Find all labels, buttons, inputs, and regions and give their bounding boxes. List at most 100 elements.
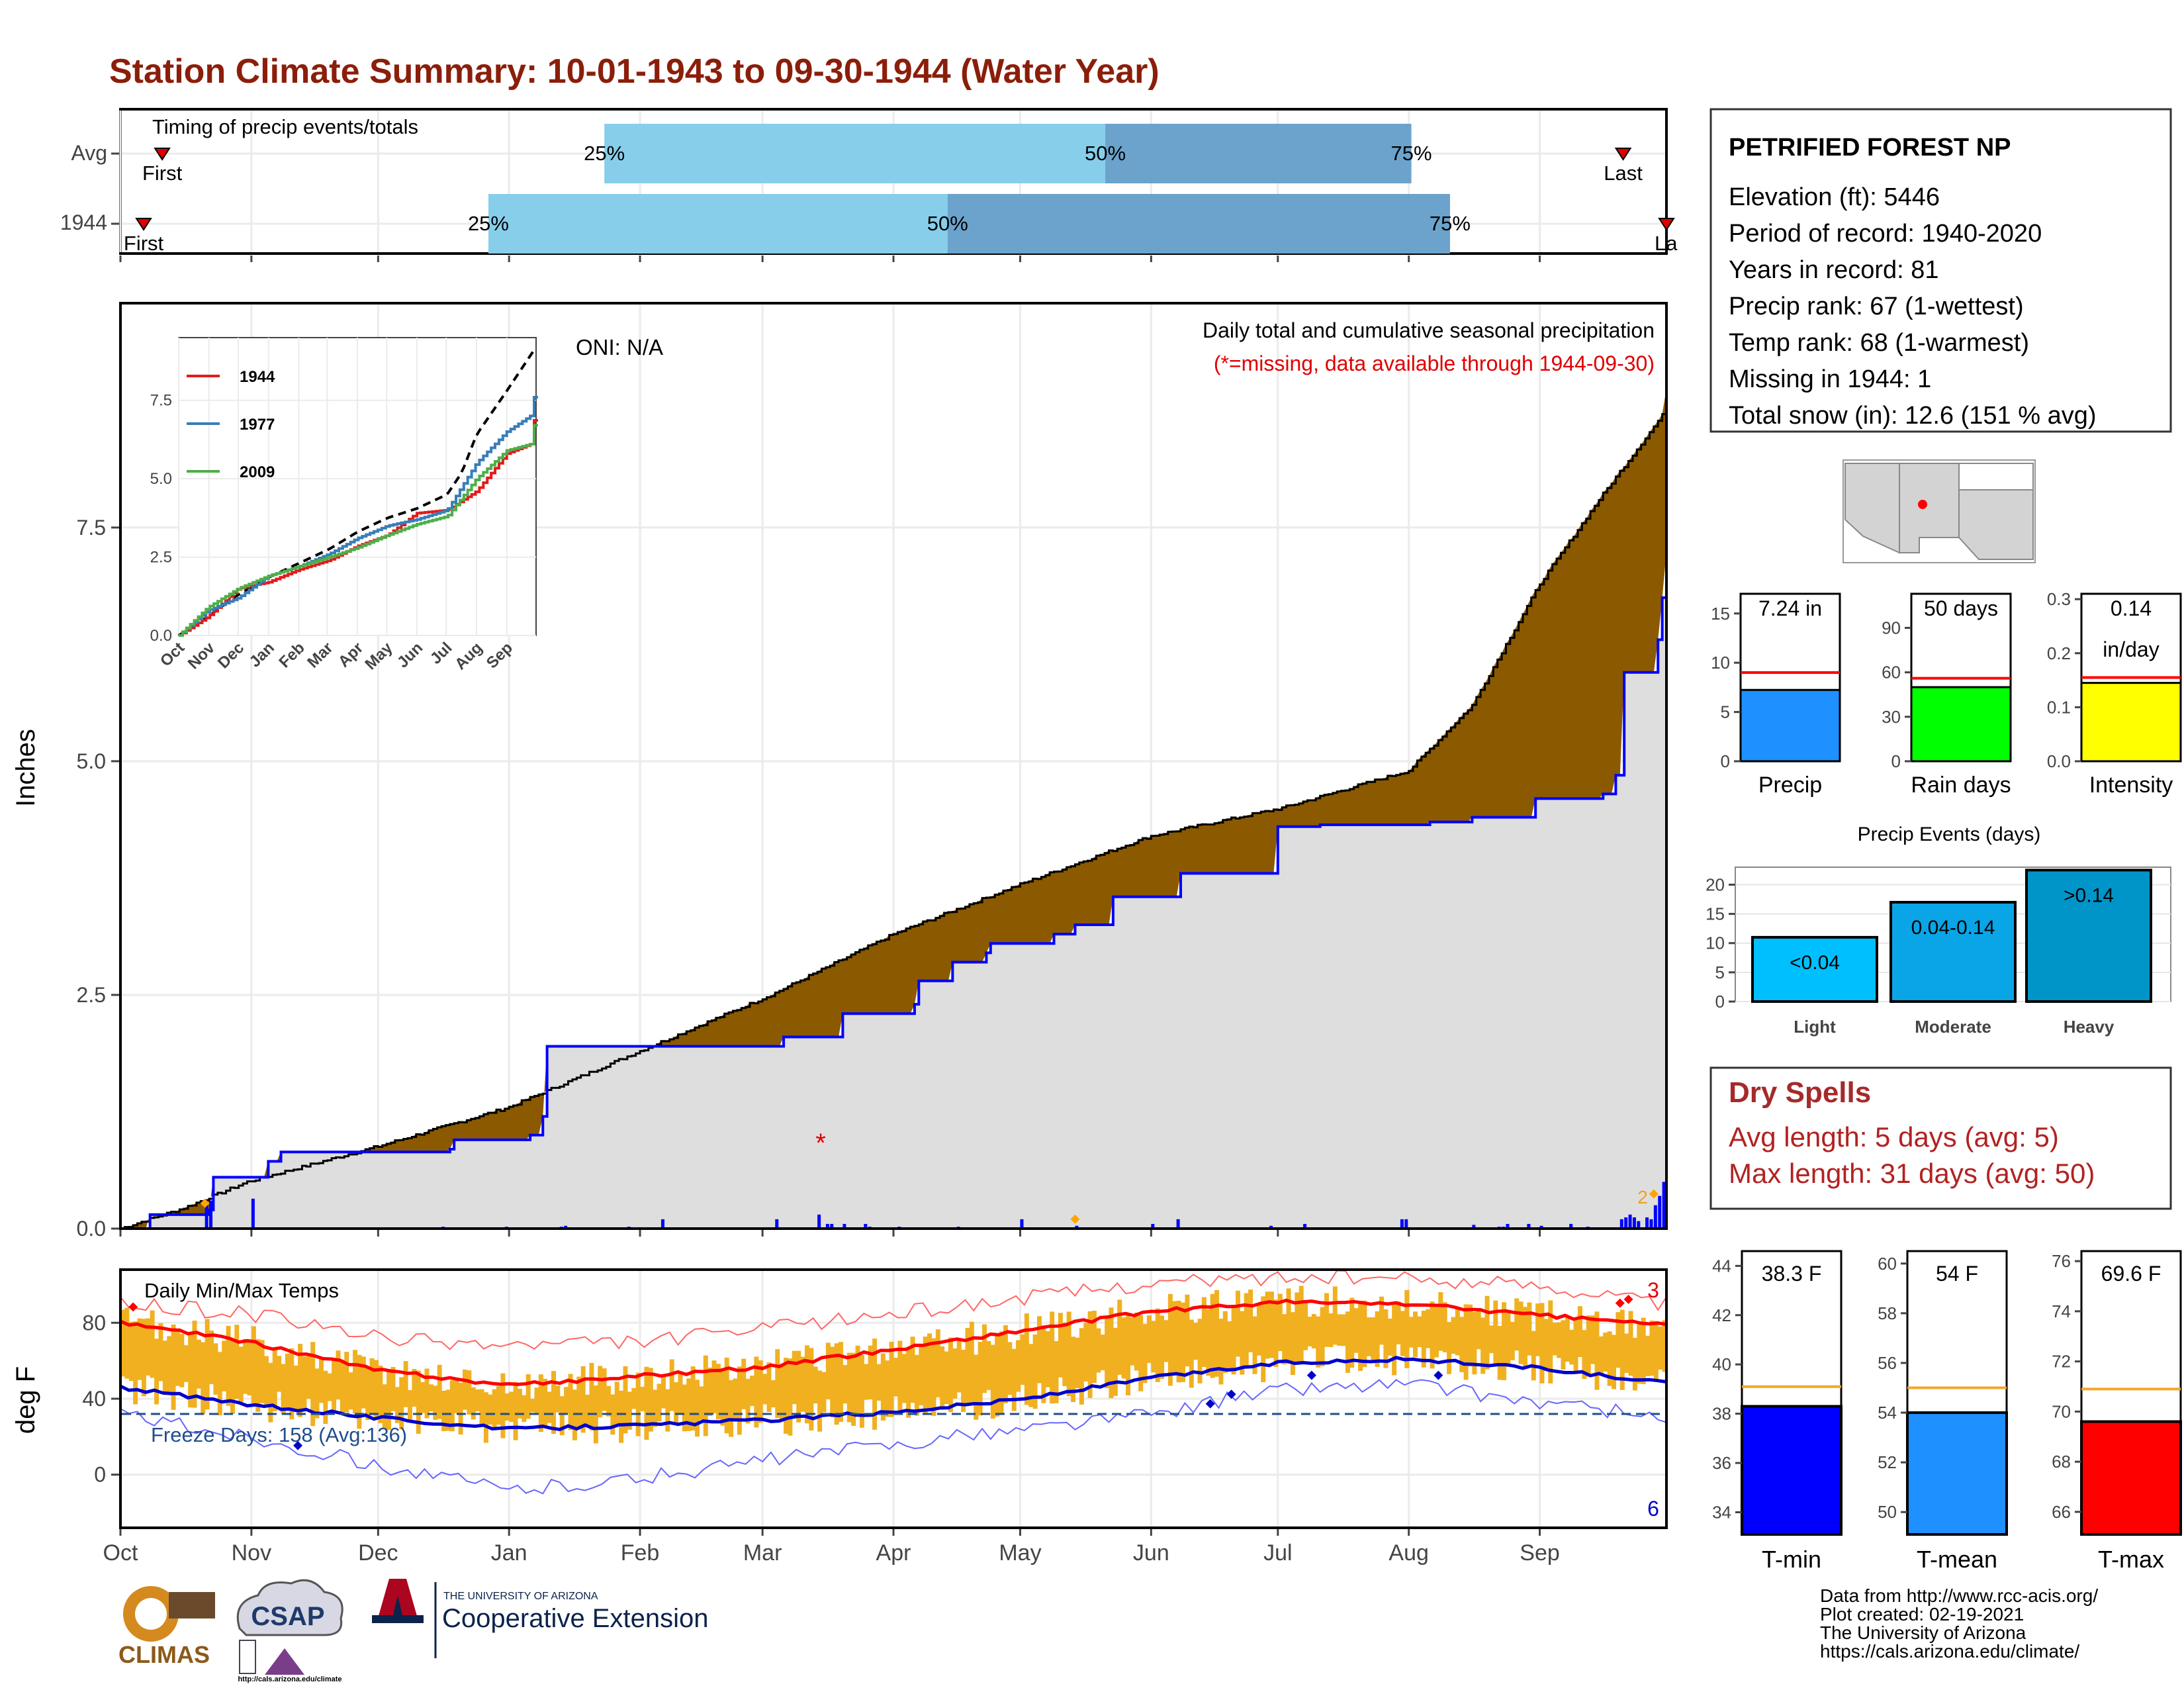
daily-temp-bar — [623, 1366, 628, 1434]
precip-deficit-area — [120, 388, 1666, 1229]
daily-temp-bar — [1637, 1321, 1642, 1384]
daily-temp-bar — [408, 1389, 412, 1422]
station-line: Years in record: 81 — [1729, 256, 1939, 284]
daily-temp-bar — [1468, 1304, 1473, 1367]
mini-chart-tick-label: 30 — [1882, 707, 1901, 727]
daily-temp-bar — [825, 1342, 831, 1399]
mini-chart-value-unit: in/day — [2103, 637, 2159, 661]
daily-temp-bar — [754, 1356, 759, 1428]
station-line: Missing in 1944: 1 — [1729, 365, 1931, 393]
events-bar — [2025, 868, 2152, 1004]
footer-logos: CLIMAS CSAP http://cals.arizona.edu/clim… — [118, 1579, 2098, 1683]
inset-ytick-label: 5.0 — [150, 470, 172, 488]
daily-temp-bar — [669, 1359, 674, 1411]
daily-temp-bar — [230, 1339, 235, 1414]
daily-temp-bar — [1197, 1319, 1203, 1383]
daily-temp-bar — [1577, 1306, 1582, 1358]
daily-temp-bar — [1506, 1310, 1511, 1368]
precip-note: Daily total and cumulative seasonal prec… — [1203, 318, 1655, 342]
temp-summary-tick-label: 50 — [1878, 1502, 1897, 1522]
daily-precip-bar — [1176, 1219, 1180, 1229]
daily-temp-bar — [1324, 1293, 1329, 1347]
events-category-label: Light — [1794, 1017, 1836, 1037]
daily-temp-bar — [1007, 1342, 1013, 1395]
daily-temp-bar — [1573, 1317, 1578, 1372]
daily-temp-bar — [387, 1370, 392, 1430]
daily-precip-bar — [842, 1223, 846, 1229]
daily-temp-bar — [1649, 1320, 1655, 1376]
daily-temp-bar — [1265, 1291, 1270, 1359]
daily-temp-bar — [627, 1391, 632, 1430]
temp-summary-bar — [1906, 1411, 2008, 1536]
daily-precip-bar — [1662, 1182, 1666, 1229]
daily-temp-bar — [416, 1370, 421, 1434]
daily-temp-bar — [403, 1361, 408, 1407]
daily-temp-bar — [1138, 1315, 1144, 1391]
daily-temp-bar — [682, 1384, 687, 1432]
daily-temp-bar — [1286, 1288, 1291, 1364]
daily-temp-bar — [277, 1356, 282, 1392]
daily-temp-bar — [1518, 1301, 1524, 1364]
daily-temp-bar — [809, 1348, 814, 1430]
daily-temp-bar — [222, 1340, 227, 1391]
daily-temp-bar — [1100, 1335, 1105, 1370]
daily-precip-bar — [1624, 1217, 1628, 1229]
temp-bottom-count: 6 — [1647, 1497, 1659, 1521]
credit-line: Plot created: 02-19-2021 — [1820, 1604, 2024, 1624]
daily-temp-bar — [889, 1341, 894, 1417]
events-title: Precip Events (days) — [1858, 823, 2041, 845]
last-event-marker — [1658, 218, 1675, 231]
record-high-marker — [1623, 1294, 1633, 1304]
daily-temp-bar — [1463, 1304, 1469, 1380]
daily-temp-bar — [1146, 1315, 1152, 1363]
daily-temp-bar — [285, 1353, 290, 1409]
daily-temp-bar — [353, 1350, 358, 1414]
daily-temp-bar — [522, 1395, 527, 1423]
temp-summary-label: T-mean — [1917, 1546, 1997, 1573]
daily-temp-bar — [927, 1333, 933, 1410]
daily-temp-bar — [1181, 1302, 1185, 1382]
daily-temp-bar — [437, 1364, 442, 1419]
temp-summary-tick-label: 58 — [1878, 1303, 1897, 1323]
daily-temp-bar — [120, 1309, 125, 1377]
daily-temp-bar — [940, 1346, 945, 1408]
daily-temp-bar — [602, 1368, 607, 1411]
daily-temp-bar — [1502, 1302, 1507, 1380]
daily-temp-bar — [1096, 1328, 1101, 1373]
daily-temp-bar — [412, 1369, 417, 1407]
timing-label: Timing of precip events/totals — [152, 115, 418, 138]
timing-label-25: 25% — [468, 212, 509, 235]
daily-temp-bar — [1252, 1316, 1257, 1374]
daily-temp-bar — [538, 1374, 543, 1432]
timing-bar-50-75 — [1105, 124, 1412, 183]
daily-temp-bar — [530, 1399, 535, 1413]
daily-temp-bar — [1548, 1300, 1553, 1383]
daily-temp-bar — [796, 1350, 801, 1423]
temp-summary-tick-label: 74 — [2052, 1301, 2071, 1321]
temp-summary-value: 54 F — [1936, 1262, 1978, 1286]
daily-temp-bar — [749, 1376, 754, 1407]
daily-temp-bar — [1612, 1335, 1617, 1389]
daily-temp-bar — [817, 1370, 823, 1432]
daily-temp-bar — [944, 1351, 949, 1404]
daily-temp-bar — [1619, 1309, 1625, 1390]
station-line: Total snow (in): 12.6 (151 % avg) — [1729, 402, 2097, 430]
daily-temp-bar — [978, 1342, 983, 1416]
freeze-days-label: Freeze Days: 158 (Avg:136) — [151, 1423, 407, 1446]
mini-chart-label: Intensity — [2089, 773, 2173, 798]
daily-temp-bar — [1332, 1286, 1338, 1345]
daily-temp-bar — [378, 1365, 383, 1423]
daily-temp-bar — [504, 1393, 510, 1421]
csap-logo: CSAP http://cals.arizona.edu/climate — [236, 1579, 343, 1683]
month-label: Jun — [1133, 1540, 1169, 1566]
timing-label-75: 75% — [1391, 142, 1432, 165]
daily-temp-bar — [1552, 1323, 1557, 1356]
daily-temp-bar — [572, 1389, 577, 1440]
daily-temp-bar — [357, 1354, 362, 1429]
daily-temp-bar — [179, 1334, 185, 1387]
avg-cumulative-line — [120, 388, 1668, 1230]
daily-temp-bar — [969, 1321, 974, 1404]
daily-precip-bar — [1569, 1223, 1573, 1229]
daily-precip-bar — [1151, 1223, 1155, 1229]
